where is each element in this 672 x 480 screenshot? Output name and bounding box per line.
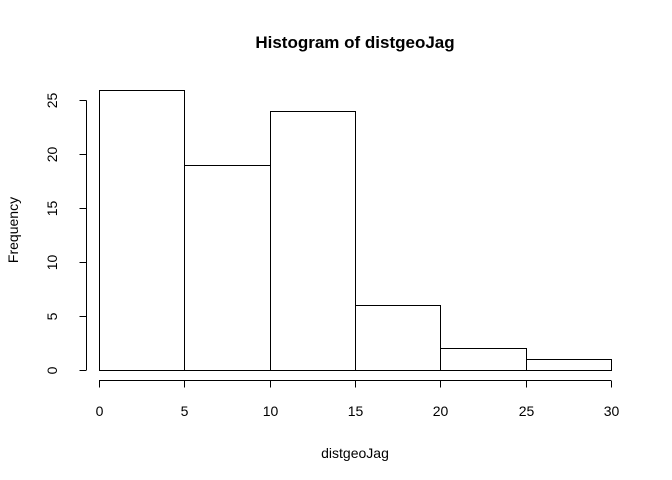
y-tick-label: 15 bbox=[44, 201, 60, 217]
histogram-bar bbox=[99, 90, 185, 371]
histogram-bar bbox=[440, 348, 527, 371]
x-ticks: 0 5 10 15 20 25 30 bbox=[96, 380, 620, 419]
x-axis-label: distgeoJag bbox=[321, 445, 389, 461]
histogram-bar bbox=[270, 111, 356, 371]
histogram-bar bbox=[526, 359, 612, 371]
chart-title: Histogram of distgeoJag bbox=[255, 33, 454, 52]
y-tick-label: 10 bbox=[44, 255, 60, 271]
y-tick-label: 25 bbox=[44, 93, 60, 109]
y-tick-label: 20 bbox=[44, 147, 60, 163]
y-tick-label: 5 bbox=[44, 312, 60, 320]
x-tick-label: 10 bbox=[263, 403, 279, 419]
x-tick-label: 25 bbox=[519, 403, 535, 419]
histogram-bar bbox=[355, 305, 441, 371]
x-tick-label: 20 bbox=[433, 403, 449, 419]
x-tick-label: 5 bbox=[181, 403, 189, 419]
x-axis: 0 5 10 15 20 25 30 bbox=[96, 380, 620, 419]
y-ticks: 0 5 10 15 20 25 bbox=[44, 93, 87, 374]
y-axis: 0 5 10 15 20 25 bbox=[44, 93, 87, 374]
y-tick-label: 0 bbox=[44, 366, 60, 374]
histogram-bar bbox=[184, 165, 271, 371]
y-axis-label: Frequency bbox=[5, 197, 21, 263]
x-tick-label: 15 bbox=[348, 403, 364, 419]
x-tick-label: 30 bbox=[604, 403, 620, 419]
x-tick-label: 0 bbox=[96, 403, 104, 419]
bars-group bbox=[99, 90, 612, 371]
